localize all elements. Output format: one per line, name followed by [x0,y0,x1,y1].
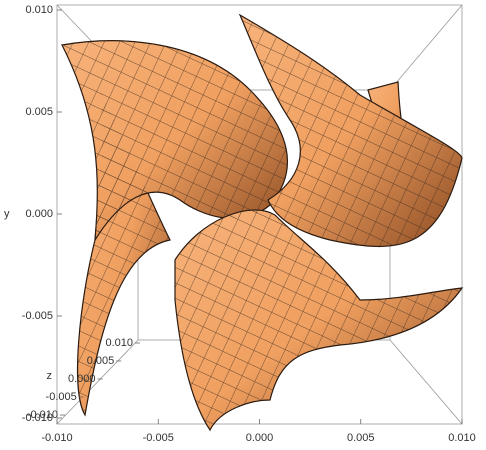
y-axis-label: y [4,208,10,220]
y-tick-label: -0.010 [22,412,53,424]
y-tick-label: 0.005 [25,106,53,118]
z-tick-label: -0.010 [27,409,58,421]
z-tick-label: 0.010 [105,337,133,349]
z-tick-label: -0.005 [46,391,77,403]
z-tick-label: 0.000 [68,373,96,385]
x-tick-label: 0.000 [246,432,274,444]
x-tick-label: 0.010 [448,432,476,444]
y-tick-label: -0.005 [22,310,53,322]
y-tick-label: 0.000 [25,208,53,220]
z-tick-label: 0.005 [87,355,115,367]
y-tick-label: 0.010 [25,4,53,16]
x-tick-label: -0.005 [143,432,174,444]
x-tick-label: -0.010 [41,432,72,444]
z-axis-label: z [47,370,53,382]
surface [61,13,464,432]
x-tick-label: 0.005 [347,432,375,444]
